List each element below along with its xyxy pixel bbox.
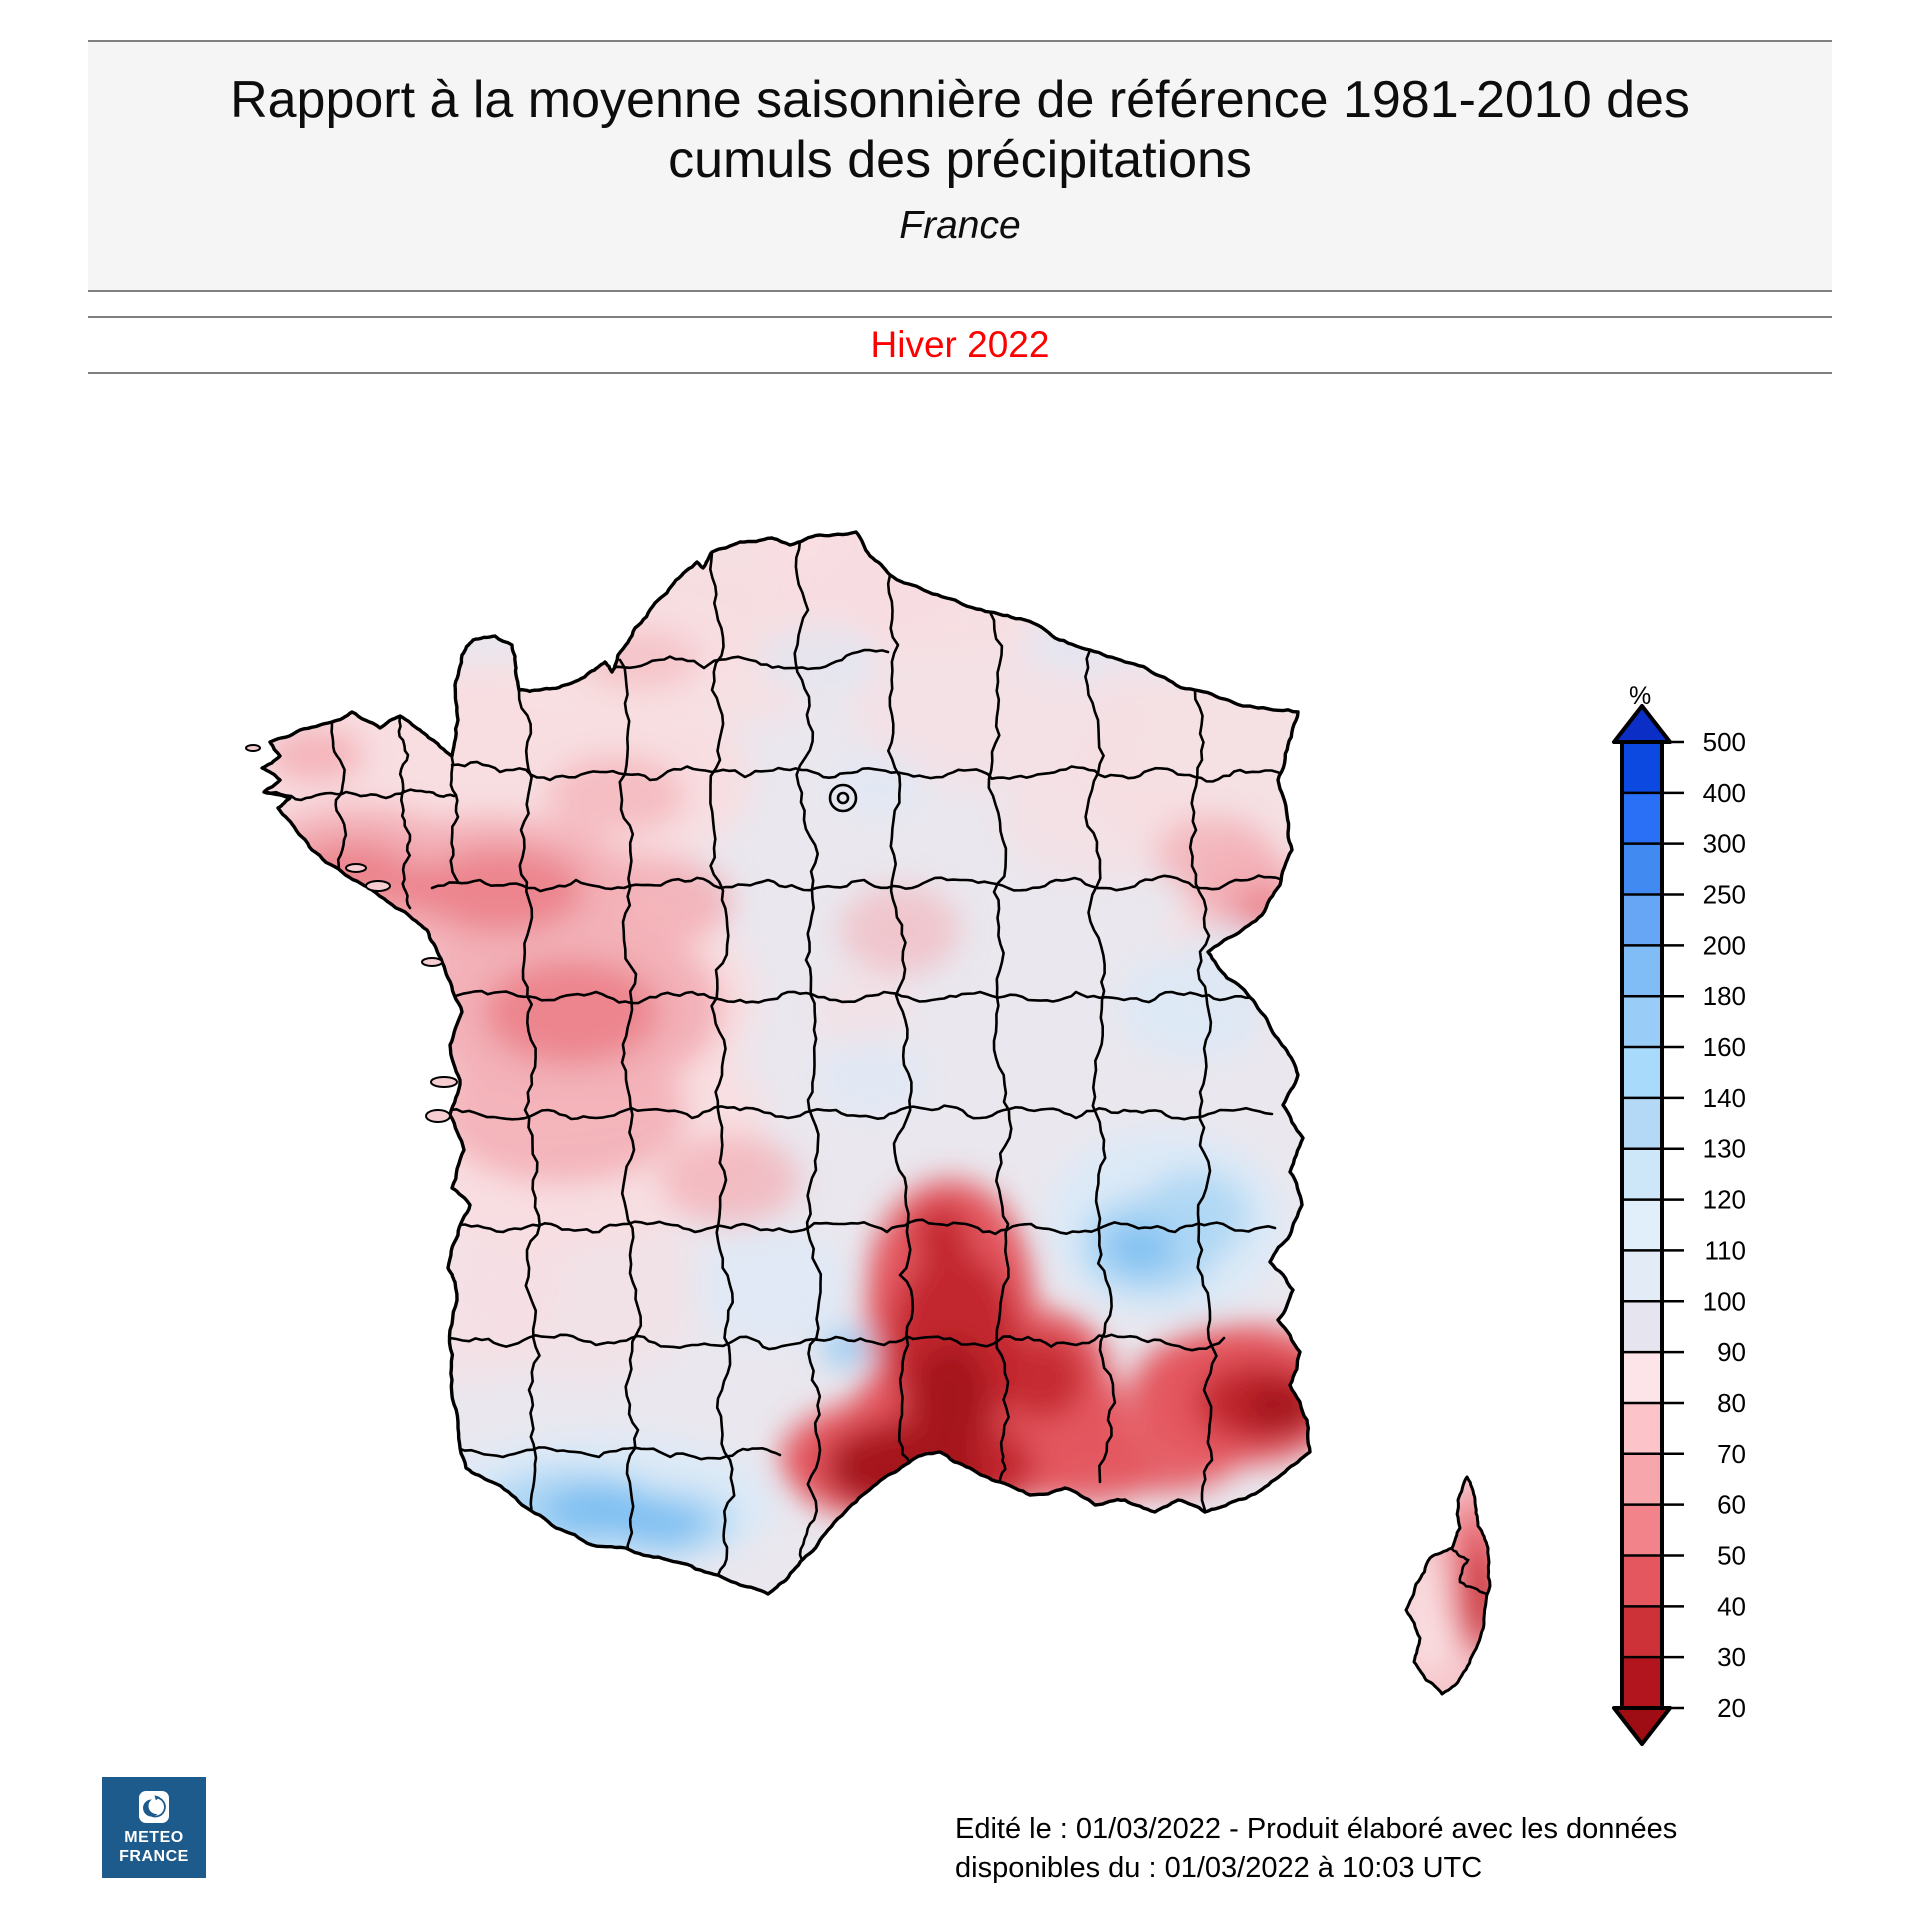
france-coastline <box>260 530 1312 1596</box>
legend-tick-label: 500 <box>1703 727 1746 757</box>
legend-arrow-bottom-icon <box>1612 1706 1672 1746</box>
corsica-department-border <box>1451 1548 1488 1596</box>
coastal-islands <box>245 744 458 1123</box>
legend-tick-label: 60 <box>1717 1490 1746 1520</box>
legend-tick-label: 70 <box>1717 1439 1746 1469</box>
legend-color-segment <box>1622 1352 1662 1404</box>
legend-color-segment <box>1622 1606 1662 1658</box>
legend-unit-label: % <box>1629 682 1651 710</box>
page-title-line1: Rapport à la moyenne saisonnière de réfé… <box>230 71 1690 129</box>
legend-color-segment <box>1622 1047 1662 1099</box>
legend-color-segment <box>1622 1504 1662 1556</box>
legend-color-segment <box>1622 742 1662 794</box>
period-label: Hiver 2022 <box>870 324 1050 365</box>
legend-color-segment <box>1622 1402 1662 1455</box>
legend-color-segment <box>1622 792 1662 845</box>
legend-color-segment <box>1622 1097 1662 1150</box>
edition-note-line1: Edité le : 01/03/2022 - Produit élaboré … <box>955 1813 1678 1845</box>
legend-color-segment <box>1622 945 1662 997</box>
legend-color-segment <box>1622 1250 1662 1302</box>
legend-tick-label: 200 <box>1703 930 1746 960</box>
legend-color-segment <box>1622 894 1662 946</box>
meteo-france-logo-icon <box>139 1791 169 1823</box>
legend-tick-label: 30 <box>1717 1642 1746 1672</box>
legend-tick-label: 80 <box>1717 1388 1746 1418</box>
logo-text-line1: METEO <box>124 1829 184 1846</box>
edition-note-line2: disponibles du : 01/03/2022 à 10:03 UTC <box>955 1852 1483 1884</box>
legend-color-segment <box>1622 1657 1662 1709</box>
legend-arrow-top-icon <box>1612 704 1672 744</box>
legend-tick-label: 180 <box>1703 981 1746 1011</box>
page-title-line2: cumuls des précipitations <box>668 131 1252 189</box>
legend-tick-label: 400 <box>1703 778 1746 808</box>
legend-color-segment <box>1622 1555 1662 1607</box>
legend-tick-label: 100 <box>1703 1286 1746 1316</box>
legend-tick-label: 110 <box>1705 1235 1746 1265</box>
legend-color-segment <box>1622 1301 1662 1353</box>
legend-tick-label: 50 <box>1717 1540 1746 1570</box>
divider-line-top <box>88 316 1832 318</box>
page-subtitle-region: France <box>899 204 1021 247</box>
logo-text-line2: FRANCE <box>119 1848 189 1865</box>
corsica-coastline <box>1404 1475 1492 1696</box>
legend-color-segment <box>1622 1148 1662 1201</box>
legend-color-segment <box>1622 996 1662 1048</box>
paris-inner-ring <box>828 783 858 813</box>
legend-tick-label: 160 <box>1703 1032 1746 1062</box>
legend-tick-label: 20 <box>1717 1693 1746 1723</box>
map-color-field <box>262 532 1310 1594</box>
legend-tick-label: 130 <box>1703 1134 1746 1164</box>
legend-tick-label: 90 <box>1717 1337 1746 1367</box>
legend-color-segment <box>1622 843 1662 896</box>
legend-tick-label: 250 <box>1703 880 1746 910</box>
color-scale-legend: % 500 400 300 250 200 180 160 140 130 120 110 100 90 8… <box>1612 682 1746 1746</box>
legend-color-segment <box>1622 1199 1662 1251</box>
divider-line-bottom <box>88 372 1832 374</box>
legend-tick-label: 40 <box>1717 1591 1746 1621</box>
edition-note: Edité le : 01/03/2022 - Produit élaboré … <box>955 1810 1677 1888</box>
header-box: Rapport à la moyenne saisonnière de réfé… <box>88 40 1832 292</box>
department-borders <box>264 538 1294 1577</box>
legend-tick-label: 300 <box>1703 829 1746 859</box>
legend-tick-label: 140 <box>1703 1083 1746 1113</box>
legend-tick-label: 120 <box>1703 1185 1746 1215</box>
legend-color-segment <box>1622 1453 1662 1506</box>
meteo-france-logo: METEO FRANCE <box>102 1777 206 1878</box>
